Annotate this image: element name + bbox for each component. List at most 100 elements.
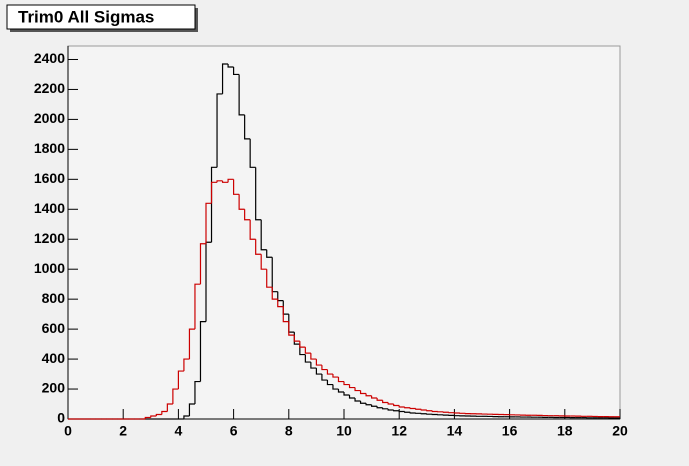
y-tick-label: 2200: [34, 80, 65, 96]
histogram-bin: [188, 403, 195, 417]
histogram-bin: [233, 179, 240, 195]
histogram-bin: [172, 388, 179, 405]
histogram-bin: [244, 114, 251, 140]
histogram-bin: [299, 341, 306, 348]
histogram-bin: [326, 369, 333, 375]
x-tick-label: 12: [391, 423, 407, 439]
histogram-bin: [310, 353, 317, 360]
histogram-bin: [282, 306, 289, 323]
y-tick-label: 2000: [34, 110, 65, 126]
histogram-bin: [332, 384, 339, 390]
histogram-bin: [194, 283, 201, 330]
histogram-bin: [315, 359, 322, 366]
histogram-bin: [315, 368, 322, 375]
histogram-bin: [277, 299, 284, 308]
histogram-bin: [387, 402, 394, 405]
histogram-bin: [359, 390, 367, 395]
histogram-bin: [398, 405, 405, 408]
histogram-bin: [415, 408, 422, 410]
x-tick-label: 4: [175, 423, 183, 439]
histogram-bin: [194, 380, 201, 405]
histogram-bin: [354, 398, 361, 402]
histogram-bin: [365, 393, 372, 397]
histogram-bin: [249, 219, 256, 240]
x-tick-label: 10: [336, 423, 352, 439]
y-tick-label: 1200: [34, 230, 65, 246]
histogram-bin: [183, 415, 190, 419]
x-tick-label: 20: [612, 423, 628, 439]
histogram-bin: [183, 358, 190, 372]
histogram-bin: [348, 395, 356, 399]
histogram-bin: [221, 63, 229, 94]
histogram-bin: [288, 321, 295, 336]
histogram-bin: [244, 209, 251, 221]
histogram-bin: [266, 249, 273, 258]
histogram-bin: [404, 411, 411, 413]
histogram-bin: [238, 74, 245, 116]
histogram-bin: [260, 254, 267, 270]
histogram-bin: [188, 328, 195, 360]
histogram-bin: [337, 377, 344, 383]
plot-frame: [67, 45, 621, 420]
histogram-bin: [216, 180, 223, 183]
y-tick-label: 800: [42, 290, 66, 306]
histogram-bin: [365, 403, 372, 406]
histogram-bin: [293, 335, 300, 342]
x-tick-label: 0: [64, 423, 72, 439]
histogram-bin: [354, 387, 361, 392]
y-tick-label: 1400: [34, 200, 65, 216]
histogram-bin: [216, 93, 223, 168]
histogram-bin: [387, 408, 394, 411]
histogram-bin: [304, 354, 311, 363]
histogram-bin: [266, 269, 273, 288]
histogram-bin: [144, 416, 151, 419]
x-tick-label: 6: [230, 423, 238, 439]
histogram-bin: [409, 407, 416, 410]
x-tick-label: 2: [119, 423, 127, 439]
histogram-bin: [326, 380, 333, 386]
histogram-bin: [376, 406, 383, 409]
y-tick-label: 1000: [34, 260, 65, 276]
histogram-bin: [393, 404, 400, 407]
histogram-bin: [150, 415, 157, 418]
histogram-bin: [210, 181, 218, 204]
x-tick-label: 8: [285, 423, 293, 439]
histogram-bin: [321, 365, 328, 371]
y-tick-label: 2400: [34, 50, 65, 66]
histogram-bin: [321, 374, 328, 381]
histogram-bin: [398, 410, 405, 413]
histogram-bin: [255, 167, 262, 221]
histogram-bin: [337, 389, 344, 393]
histogram-bin: [199, 321, 206, 382]
title-box: [6, 4, 196, 30]
histogram-bin: [343, 381, 350, 386]
histogram-bin: [376, 398, 383, 401]
histogram-bin: [271, 287, 278, 300]
histogram-bin: [177, 370, 184, 390]
chart-title: Trim0 All Sigmas: [18, 7, 154, 26]
histogram-bin: [343, 392, 350, 396]
x-tick-label: 18: [557, 423, 573, 439]
histogram-bin: [205, 202, 212, 244]
histogram-bin: [155, 413, 162, 417]
y-tick-label: 0: [57, 410, 65, 426]
y-tick-label: 600: [42, 320, 66, 336]
histogram-bin: [161, 410, 168, 415]
histogram-bin: [249, 138, 256, 168]
histogram-bin: [409, 412, 416, 414]
histogram-bin: [348, 384, 356, 389]
histogram-bin: [227, 63, 234, 68]
y-tick-label: 1800: [34, 140, 65, 156]
histogram-bin: [210, 166, 218, 243]
histogram-bin: [199, 243, 206, 285]
histogram-bin: [371, 395, 378, 399]
histogram-bin: [431, 410, 438, 413]
y-tick-label: 400: [42, 350, 66, 366]
histogram-bin: [420, 409, 427, 411]
histogram-bin: [310, 362, 317, 369]
histogram-bin: [233, 66, 240, 76]
histogram-bin: [255, 239, 262, 255]
histogram-bin: [238, 194, 245, 210]
y-tick-label: 1600: [34, 170, 65, 186]
histogram-bin: [227, 178, 234, 183]
